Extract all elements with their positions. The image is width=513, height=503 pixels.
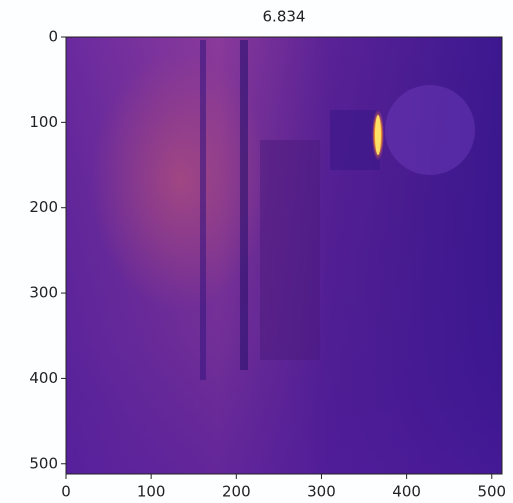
heatmap-image (66, 37, 502, 474)
chart-title: 6.834 (263, 8, 306, 26)
x-tick-label: 100 (137, 483, 166, 501)
x-tick-label: 400 (392, 483, 421, 501)
axes-frame (65, 36, 503, 475)
x-tick-label: 200 (222, 483, 251, 501)
y-tick-label: 300 (29, 284, 58, 302)
y-tick-label: 400 (29, 369, 58, 387)
x-tick-label: 500 (477, 483, 506, 501)
x-tick-label: 0 (61, 483, 71, 501)
x-tick-label: 300 (307, 483, 336, 501)
y-tick-label: 0 (48, 28, 58, 46)
y-tick-label: 100 (29, 113, 58, 131)
y-tick-label: 200 (29, 198, 58, 216)
y-tick-label: 500 (29, 454, 58, 472)
